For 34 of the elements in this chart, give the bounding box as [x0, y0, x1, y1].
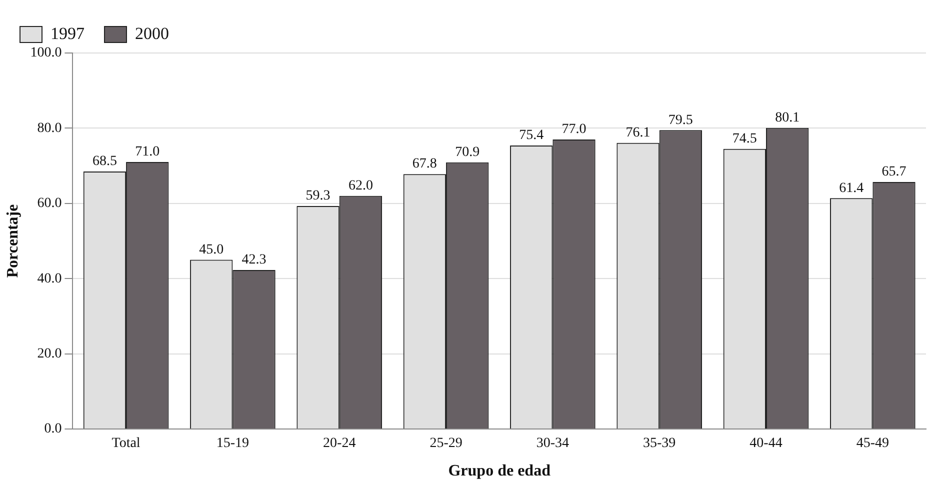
- data-label: 65.7: [882, 164, 906, 180]
- x-tick-label: 35-39: [643, 436, 676, 452]
- legend-label: 1997: [50, 24, 85, 43]
- data-label: 61.4: [839, 180, 864, 196]
- data-label: 75.4: [519, 128, 544, 144]
- x-tick-label: 25-29: [430, 436, 462, 452]
- data-label: 76.1: [626, 126, 650, 141]
- x-tick-label: 15-19: [216, 436, 250, 452]
- data-label: 70.9: [455, 145, 480, 160]
- data-label: 68.5: [92, 154, 117, 170]
- data-label: 67.8: [412, 156, 437, 172]
- data-label: 45.0: [199, 242, 224, 258]
- x-tick-label: 30-34: [536, 436, 570, 452]
- data-label: 62.0: [348, 178, 373, 194]
- data-label: 74.5: [732, 132, 757, 147]
- data-label: 71.0: [135, 144, 160, 160]
- legend-label: 2000: [135, 24, 169, 43]
- y-tick-label: 20.0: [37, 346, 62, 362]
- x-tick-label: Total: [112, 436, 140, 452]
- x-tick-label: 40-44: [750, 436, 782, 452]
- data-label: 42.3: [242, 252, 266, 268]
- y-tick-label: 80.0: [37, 120, 62, 136]
- y-tick-label: 0.0: [44, 422, 62, 437]
- x-tick-label: 20-24: [323, 436, 356, 452]
- y-tick-label: 60.0: [37, 196, 62, 212]
- data-label: 77.0: [562, 122, 586, 138]
- y-tick-label: 40.0: [37, 271, 62, 286]
- y-tick-label: 100.0: [30, 46, 62, 61]
- y-axis-title: Porcentaje: [4, 204, 22, 278]
- x-axis-title: Grupo de edad: [448, 462, 551, 480]
- data-label: 59.3: [306, 188, 330, 204]
- data-label: 79.5: [668, 112, 693, 128]
- data-label: 80.1: [775, 110, 800, 126]
- x-tick-label: 45-49: [856, 436, 890, 452]
